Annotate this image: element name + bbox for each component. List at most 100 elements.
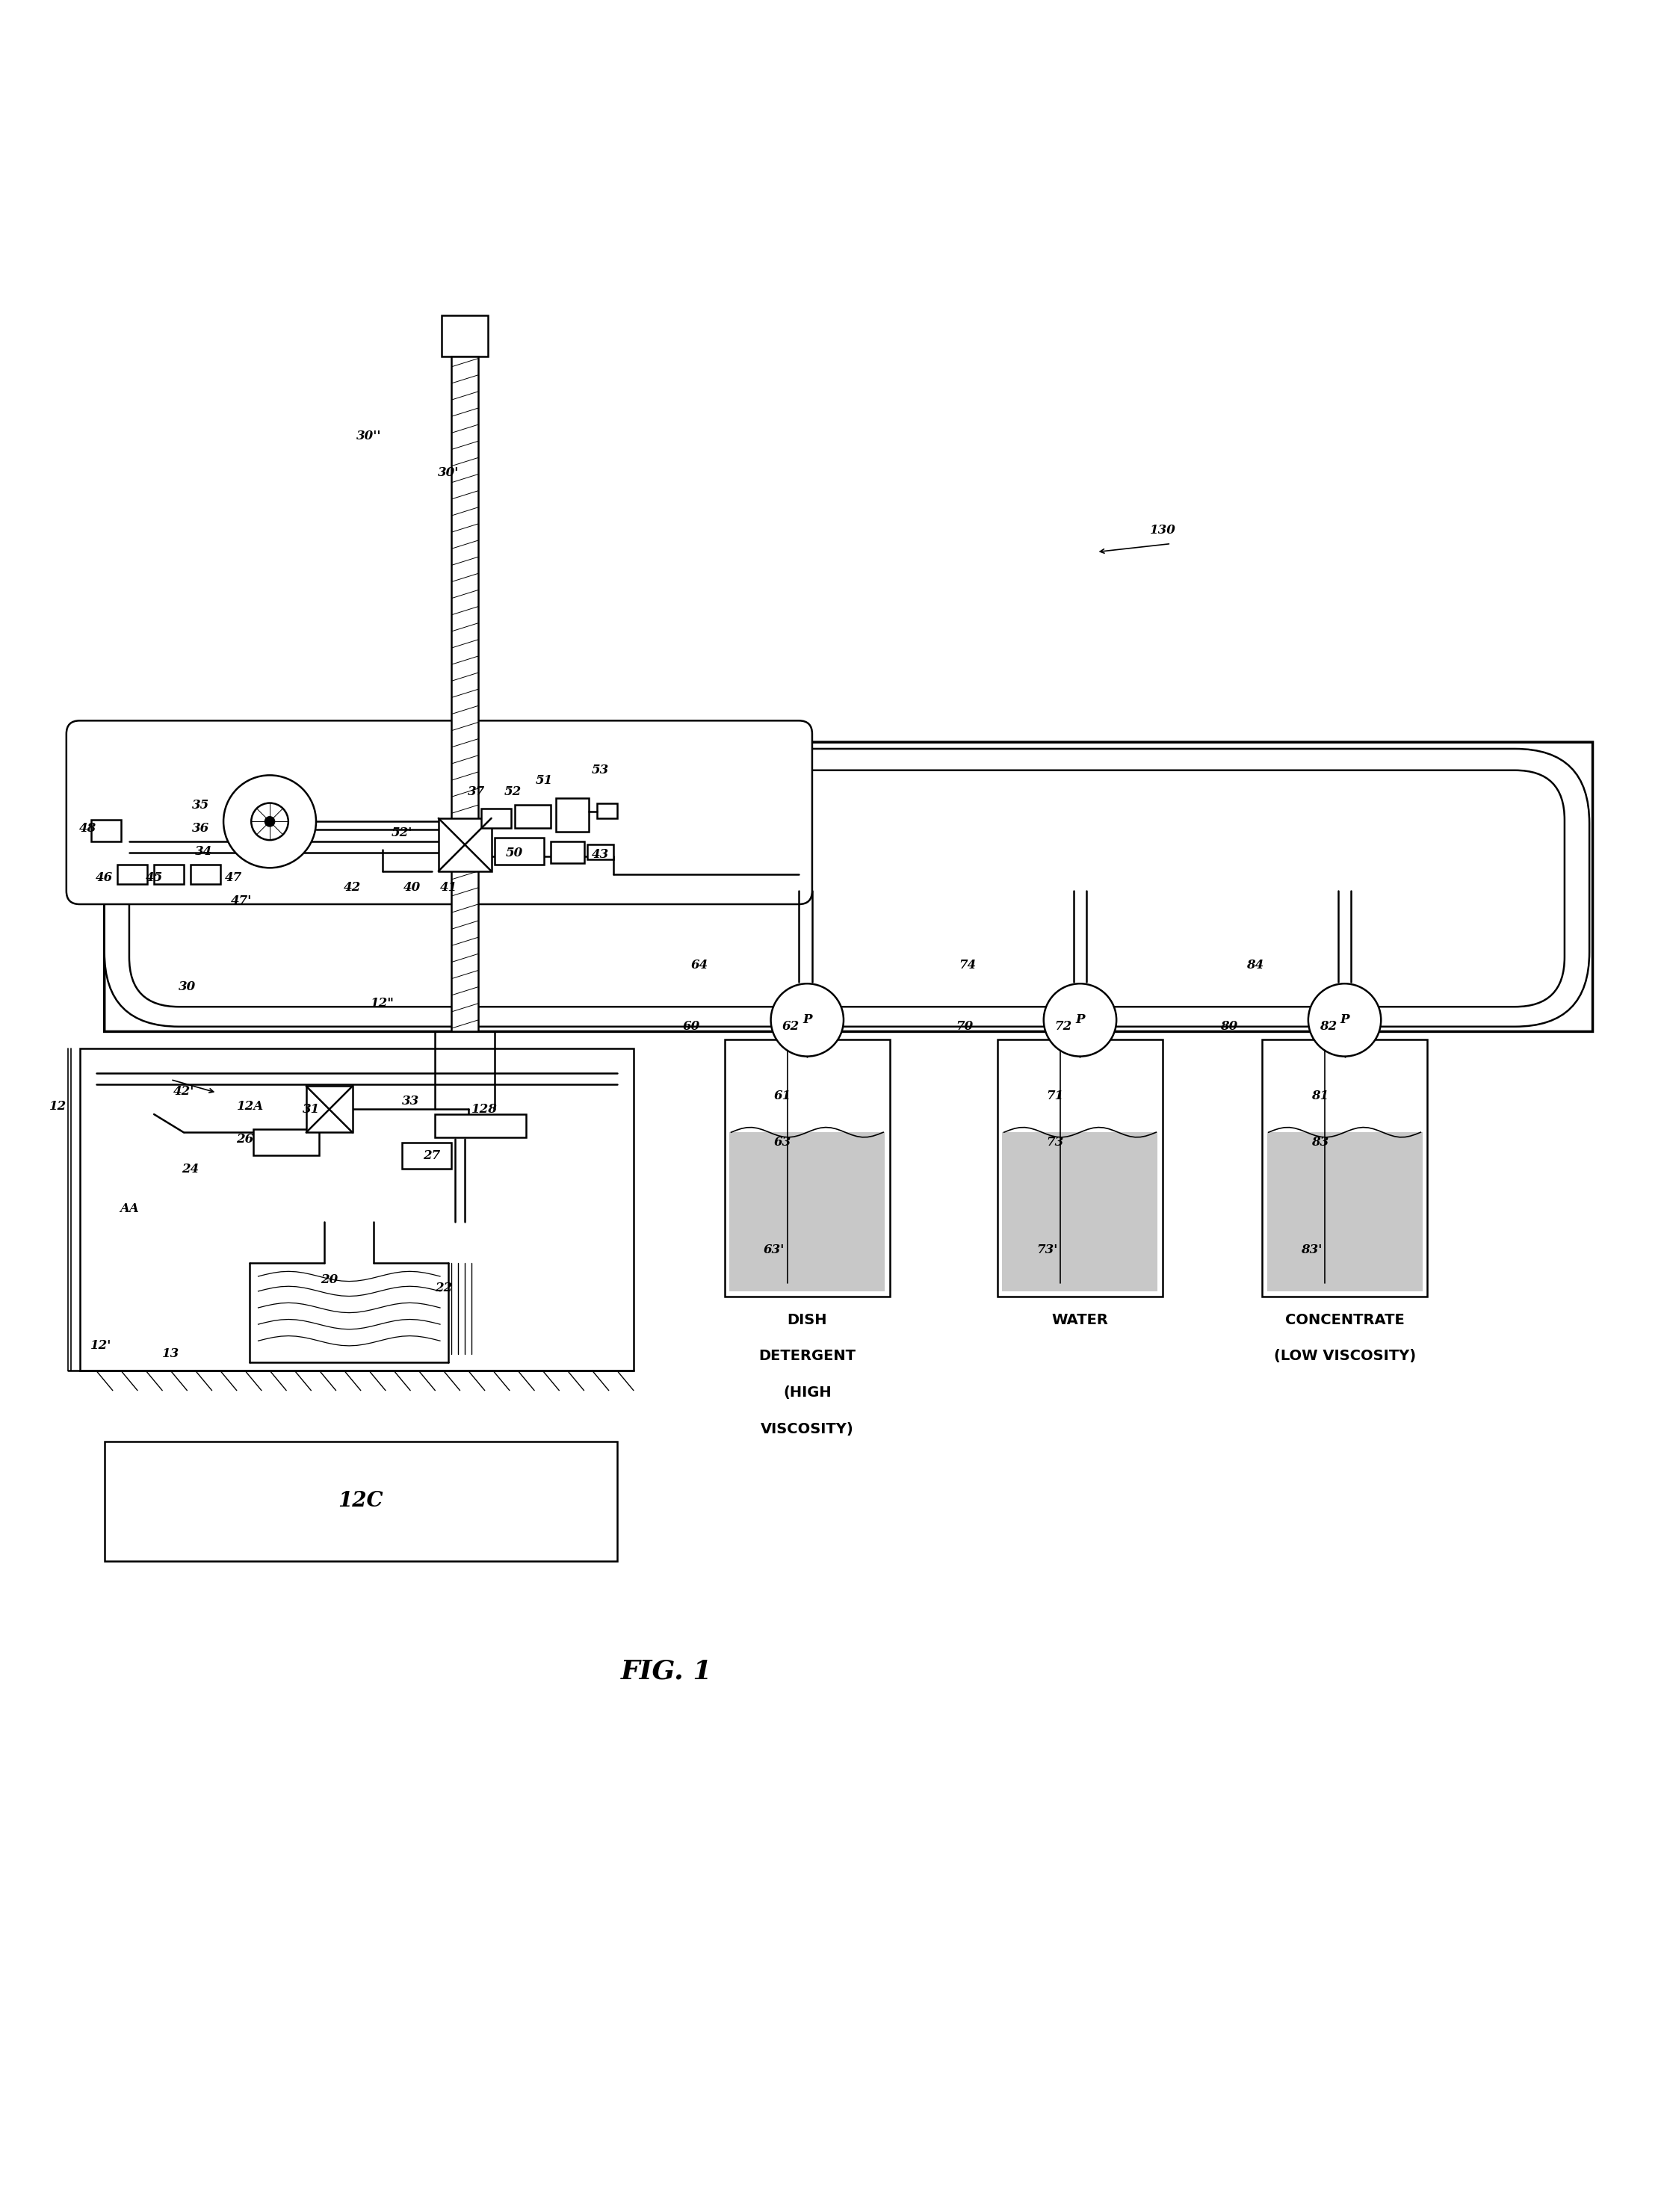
Text: 73: 73	[1047, 1137, 1063, 1148]
Text: DETERGENT: DETERGENT	[759, 1349, 855, 1363]
Text: 43: 43	[592, 847, 609, 860]
Text: 53: 53	[592, 763, 609, 776]
Bar	[105, 1442, 617, 1562]
Bar	[494, 838, 544, 865]
Text: 40: 40	[403, 880, 421, 894]
Text: 47: 47	[225, 872, 241, 885]
Text: DISH: DISH	[787, 1312, 827, 1327]
Bar	[253, 1128, 319, 1155]
Text: 73': 73'	[1037, 1243, 1058, 1256]
Bar	[1261, 1040, 1428, 1296]
FancyBboxPatch shape	[130, 770, 1564, 1006]
Bar	[80, 1048, 634, 1371]
Text: AA: AA	[120, 1201, 138, 1214]
Text: 52': 52'	[391, 827, 413, 841]
Text: 80: 80	[1220, 1020, 1238, 1033]
FancyBboxPatch shape	[105, 743, 1592, 1031]
Text: 52: 52	[504, 785, 521, 799]
Text: 36: 36	[191, 823, 210, 834]
Text: 63': 63'	[764, 1243, 785, 1256]
Circle shape	[1043, 984, 1117, 1057]
Text: 51: 51	[536, 774, 552, 787]
Text: P: P	[1075, 1013, 1085, 1026]
Text: 83: 83	[1311, 1137, 1328, 1148]
Bar	[306, 1086, 353, 1133]
Text: 41: 41	[439, 880, 458, 894]
Text: 64: 64	[691, 960, 709, 971]
Text: 81: 81	[1311, 1091, 1328, 1102]
Bar	[118, 865, 148, 885]
Text: WATER: WATER	[1052, 1312, 1108, 1327]
Text: VISCOSITY): VISCOSITY)	[760, 1422, 854, 1436]
Text: 82: 82	[1320, 1020, 1336, 1033]
Text: 30: 30	[178, 980, 196, 993]
Bar	[155, 865, 183, 885]
Text: 128: 128	[471, 1104, 498, 1115]
Text: 71: 71	[1047, 1091, 1063, 1102]
Bar	[481, 807, 511, 827]
Text: 130: 130	[1150, 524, 1176, 538]
Circle shape	[770, 984, 844, 1057]
Text: 22: 22	[434, 1281, 453, 1294]
Text: 48: 48	[80, 823, 97, 834]
Text: 13: 13	[161, 1347, 180, 1360]
Bar	[729, 1133, 885, 1292]
Bar	[514, 805, 551, 827]
Bar	[1266, 1133, 1423, 1292]
Text: P: P	[802, 1013, 812, 1026]
Bar	[92, 821, 121, 841]
Bar	[438, 818, 491, 872]
Text: 12': 12'	[90, 1340, 111, 1352]
Text: P: P	[1340, 1013, 1350, 1026]
Text: 27: 27	[423, 1150, 441, 1161]
FancyBboxPatch shape	[105, 750, 1589, 1026]
Text: 83': 83'	[1301, 1243, 1323, 1256]
Text: 72: 72	[1055, 1020, 1072, 1033]
Bar	[1002, 1133, 1158, 1292]
Bar	[587, 845, 614, 860]
Circle shape	[251, 803, 288, 841]
Bar	[190, 865, 220, 885]
Bar	[551, 841, 584, 863]
Text: 42: 42	[344, 880, 361, 894]
Text: CONCENTRATE: CONCENTRATE	[1285, 1312, 1404, 1327]
Text: (HIGH: (HIGH	[784, 1385, 832, 1400]
Circle shape	[1308, 984, 1381, 1057]
Text: 74: 74	[958, 960, 977, 971]
Circle shape	[265, 816, 275, 827]
Bar	[434, 1115, 526, 1137]
Text: 12": 12"	[371, 998, 394, 1011]
Text: 35: 35	[191, 799, 210, 812]
Text: 70: 70	[955, 1020, 973, 1033]
Text: 12A: 12A	[236, 1099, 263, 1113]
Bar	[403, 1141, 451, 1168]
Circle shape	[223, 774, 316, 867]
Bar	[997, 1040, 1163, 1296]
Text: 31: 31	[303, 1104, 319, 1115]
Text: 60: 60	[682, 1020, 701, 1033]
Text: 63: 63	[774, 1137, 790, 1148]
Text: 50: 50	[506, 847, 522, 858]
Text: 30': 30'	[438, 467, 459, 480]
Text: 45: 45	[145, 872, 163, 885]
Bar	[597, 803, 617, 818]
Bar	[441, 316, 488, 356]
Text: 42': 42'	[173, 1084, 195, 1097]
Text: 62: 62	[782, 1020, 799, 1033]
Text: 20: 20	[321, 1274, 338, 1285]
Text: 12: 12	[50, 1099, 67, 1113]
Text: 47': 47'	[231, 894, 253, 907]
Text: (LOW VISCOSITY): (LOW VISCOSITY)	[1273, 1349, 1416, 1363]
Text: 46: 46	[97, 872, 113, 885]
Text: 24: 24	[181, 1164, 200, 1175]
Text: 61: 61	[774, 1091, 790, 1102]
FancyBboxPatch shape	[67, 721, 812, 905]
Text: 12C: 12C	[338, 1491, 383, 1511]
Bar	[451, 356, 478, 1031]
Text: 30'': 30''	[356, 429, 381, 442]
Text: 84: 84	[1246, 960, 1265, 971]
Bar	[724, 1040, 890, 1296]
Text: FIG. 1: FIG. 1	[621, 1659, 712, 1683]
Text: 26: 26	[236, 1133, 253, 1146]
Text: 37: 37	[468, 785, 486, 799]
